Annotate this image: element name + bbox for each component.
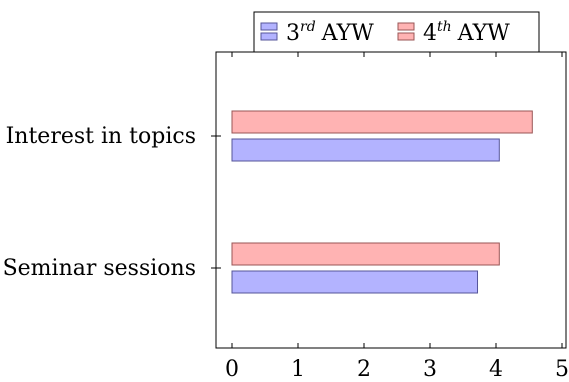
legend-label-series-2-suffix: AYW: [457, 21, 511, 46]
legend-label-series-2-sup: th: [437, 19, 452, 35]
legend-label-series-1-base: 3: [286, 21, 300, 46]
x-tick-label: 3: [423, 357, 437, 382]
legend-swatch-series-1: [260, 22, 278, 31]
legend-swatch-series-1-lower: [260, 32, 278, 41]
legend-label-series-1-suffix: AYW: [321, 21, 375, 46]
legend-label-series-1: 3rd AYW: [286, 19, 374, 46]
legend-label-series-2-base: 4: [423, 21, 437, 46]
x-tick-label: 2: [357, 357, 371, 382]
y-axis-ticks: Interest in topics Seminar sessions: [3, 124, 221, 281]
x-tick-label: 1: [291, 357, 305, 382]
y-tick-label: Interest in topics: [6, 124, 196, 149]
bar-series-1-0: [231, 138, 500, 162]
x-axis-ticks: 0 1 2 3 4 5: [225, 52, 569, 382]
plot-area-frame: [215, 51, 567, 349]
x-tick-label: 5: [555, 357, 569, 382]
bars: [231, 110, 533, 294]
legend-label-series-2: 4th AYW: [423, 19, 510, 46]
x-tick-label: 4: [489, 357, 503, 382]
legend-label-series-1-sup: rd: [300, 19, 316, 35]
bar-series-2-1: [231, 242, 500, 266]
x-tick-label: 0: [225, 357, 239, 382]
legend-swatch-series-2-lower: [397, 32, 415, 41]
bar-series-1-1: [231, 270, 479, 294]
y-tick-label: Seminar sessions: [3, 256, 196, 281]
legend-box: [253, 11, 540, 53]
bar-series-2-0: [231, 110, 533, 134]
legend-swatch-series-2: [397, 22, 415, 31]
legend: 3rd AYW 4th AYW: [253, 11, 540, 53]
